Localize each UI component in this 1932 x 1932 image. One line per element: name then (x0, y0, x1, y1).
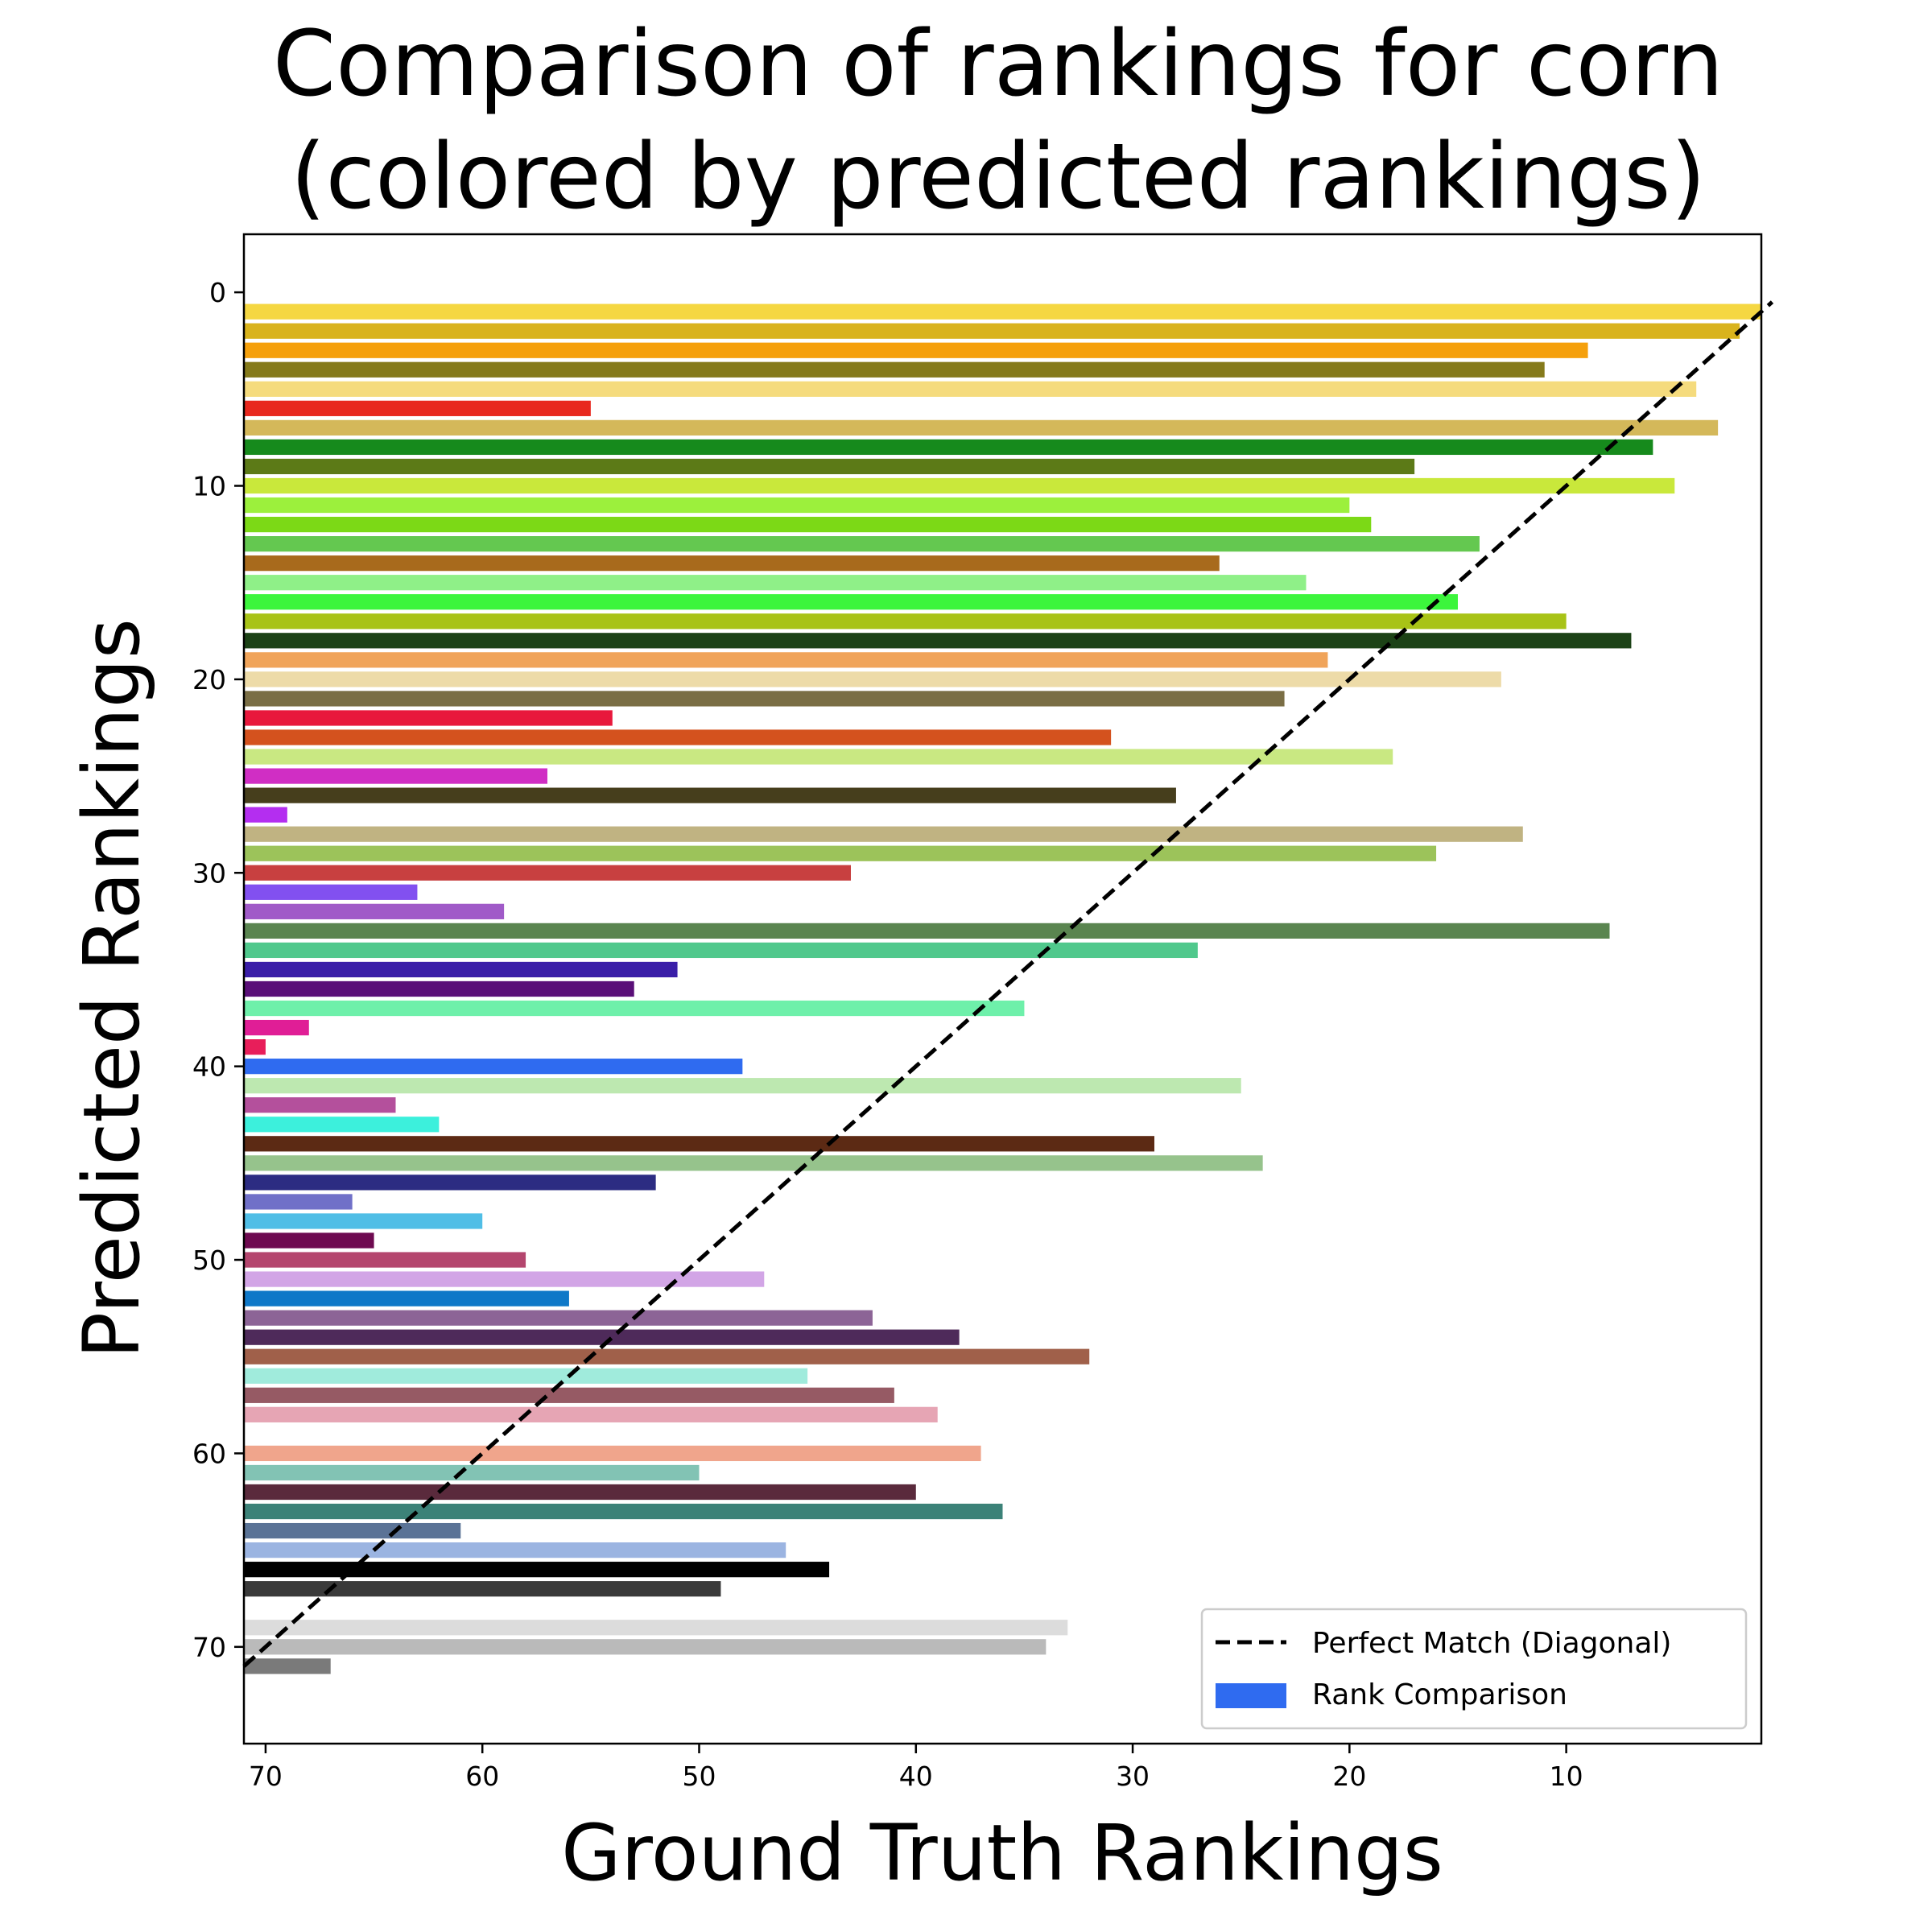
bar-predicted-41 (244, 1078, 1241, 1094)
bar-predicted-14 (244, 555, 1220, 572)
bar-predicted-56 (244, 1368, 808, 1384)
bar-predicted-71 (244, 1658, 331, 1674)
bar-predicted-64 (244, 1522, 461, 1539)
bar-predicted-2 (244, 323, 1740, 339)
bar-predicted-69 (244, 1620, 1068, 1636)
bar-predicted-28 (244, 826, 1523, 842)
bar-predicted-3 (244, 342, 1588, 358)
x-tick-label-20: 20 (1332, 1761, 1366, 1792)
bar-predicted-26 (244, 787, 1176, 803)
bar-predicted-44 (244, 1136, 1154, 1152)
y-tick-label-60: 60 (192, 1438, 226, 1469)
bar-predicted-22 (244, 710, 613, 726)
bar-predicted-53 (244, 1310, 873, 1326)
bar-predicted-24 (244, 749, 1393, 765)
bar-predicted-63 (244, 1503, 1003, 1520)
y-tick-label-50: 50 (192, 1245, 226, 1276)
bar-predicted-30 (244, 865, 851, 881)
y-tick-label-0: 0 (209, 277, 226, 308)
bar-predicted-39 (244, 1039, 266, 1055)
bar-predicted-42 (244, 1097, 396, 1113)
bar-predicted-6 (244, 400, 591, 416)
bar-predicted-65 (244, 1542, 786, 1558)
chart-title-line-1: Comparison of rankings for corn (273, 12, 1724, 117)
bar-predicted-45 (244, 1155, 1263, 1171)
bar-predicted-35 (244, 961, 678, 978)
bar-predicted-19 (244, 652, 1328, 668)
bar-predicted-11 (244, 497, 1350, 514)
x-tick-label-70: 70 (249, 1761, 283, 1792)
bar-predicted-18 (244, 633, 1632, 649)
bar-predicted-70 (244, 1639, 1046, 1655)
y-tick-label-40: 40 (192, 1051, 226, 1083)
bar-predicted-13 (244, 536, 1480, 552)
plot-area-frame (242, 233, 1763, 1745)
bar-predicted-16 (244, 594, 1458, 610)
bar-predicted-47 (244, 1194, 353, 1210)
bar-predicted-1 (244, 303, 1761, 320)
y-axis-label: Predicted Rankings (67, 618, 157, 1359)
x-tick-label-30: 30 (1116, 1761, 1150, 1792)
bar-predicted-9 (244, 458, 1415, 475)
bar-predicted-40 (244, 1059, 743, 1075)
chart-title-line-2: (colored by predicted rankings) (291, 125, 1706, 229)
bar-predicted-52 (244, 1290, 569, 1307)
legend-box (1200, 1608, 1748, 1730)
bar-series (244, 303, 1761, 1674)
bar-predicted-57 (244, 1387, 894, 1403)
bar-predicted-10 (244, 477, 1675, 494)
bar-predicted-38 (244, 1019, 309, 1036)
x-tick-label-60: 60 (465, 1761, 499, 1792)
bar-predicted-60 (244, 1445, 981, 1462)
bar-predicted-43 (244, 1117, 440, 1133)
bar-predicted-8 (244, 439, 1653, 456)
y-tick-label-10: 10 (192, 471, 226, 502)
x-axis-ticks: 70 60 50 40 30 20 10 (249, 1744, 1583, 1792)
y-tick-label-20: 20 (192, 664, 226, 696)
bar-predicted-5 (244, 381, 1697, 397)
bar-predicted-25 (244, 768, 547, 784)
bar-predicted-34 (244, 942, 1198, 959)
bar-predicted-36 (244, 980, 634, 997)
bar-predicted-62 (244, 1484, 916, 1501)
legend-label-rank-comparison: Rank Comparison (1312, 1678, 1567, 1711)
bar-predicted-7 (244, 419, 1719, 436)
bar-predicted-20 (244, 671, 1501, 687)
x-tick-label-10: 10 (1550, 1761, 1583, 1792)
x-tick-label-40: 40 (899, 1761, 933, 1792)
legend-patch-swatch (1216, 1683, 1286, 1708)
bar-predicted-58 (244, 1406, 938, 1422)
x-tick-label-50: 50 (683, 1761, 716, 1792)
bar-predicted-21 (244, 691, 1285, 707)
bar-predicted-32 (244, 903, 505, 919)
bar-predicted-17 (244, 613, 1567, 630)
y-axis-ticks: 0 10 20 30 40 50 60 70 (192, 277, 244, 1663)
bar-predicted-33 (244, 923, 1610, 939)
bar-predicted-48 (244, 1213, 483, 1229)
bar-predicted-31 (244, 884, 418, 900)
bar-predicted-50 (244, 1252, 526, 1268)
bar-predicted-15 (244, 575, 1307, 591)
legend-label-perfect-match: Perfect Match (Diagonal) (1312, 1627, 1671, 1660)
bar-predicted-29 (244, 845, 1437, 861)
bar-predicted-27 (244, 807, 287, 823)
bar-predicted-46 (244, 1174, 656, 1191)
legend: Perfect Match (Diagonal) Rank Comparison (1200, 1608, 1748, 1730)
bar-predicted-12 (244, 516, 1372, 533)
bar-predicted-4 (244, 361, 1545, 378)
bar-predicted-67 (244, 1581, 721, 1597)
y-tick-label-70: 70 (192, 1632, 226, 1663)
bar-predicted-66 (244, 1562, 830, 1578)
bar-predicted-61 (244, 1464, 700, 1481)
bar-predicted-23 (244, 729, 1112, 745)
bar-predicted-51 (244, 1271, 765, 1287)
x-axis-label: Ground Truth Rankings (561, 1808, 1443, 1898)
perfect-match-diagonal-line (242, 300, 1774, 1668)
bar-predicted-37 (244, 1000, 1025, 1017)
bar-predicted-49 (244, 1232, 374, 1249)
bar-predicted-55 (244, 1348, 1090, 1364)
bar-predicted-54 (244, 1329, 960, 1345)
y-tick-label-30: 30 (192, 857, 226, 889)
